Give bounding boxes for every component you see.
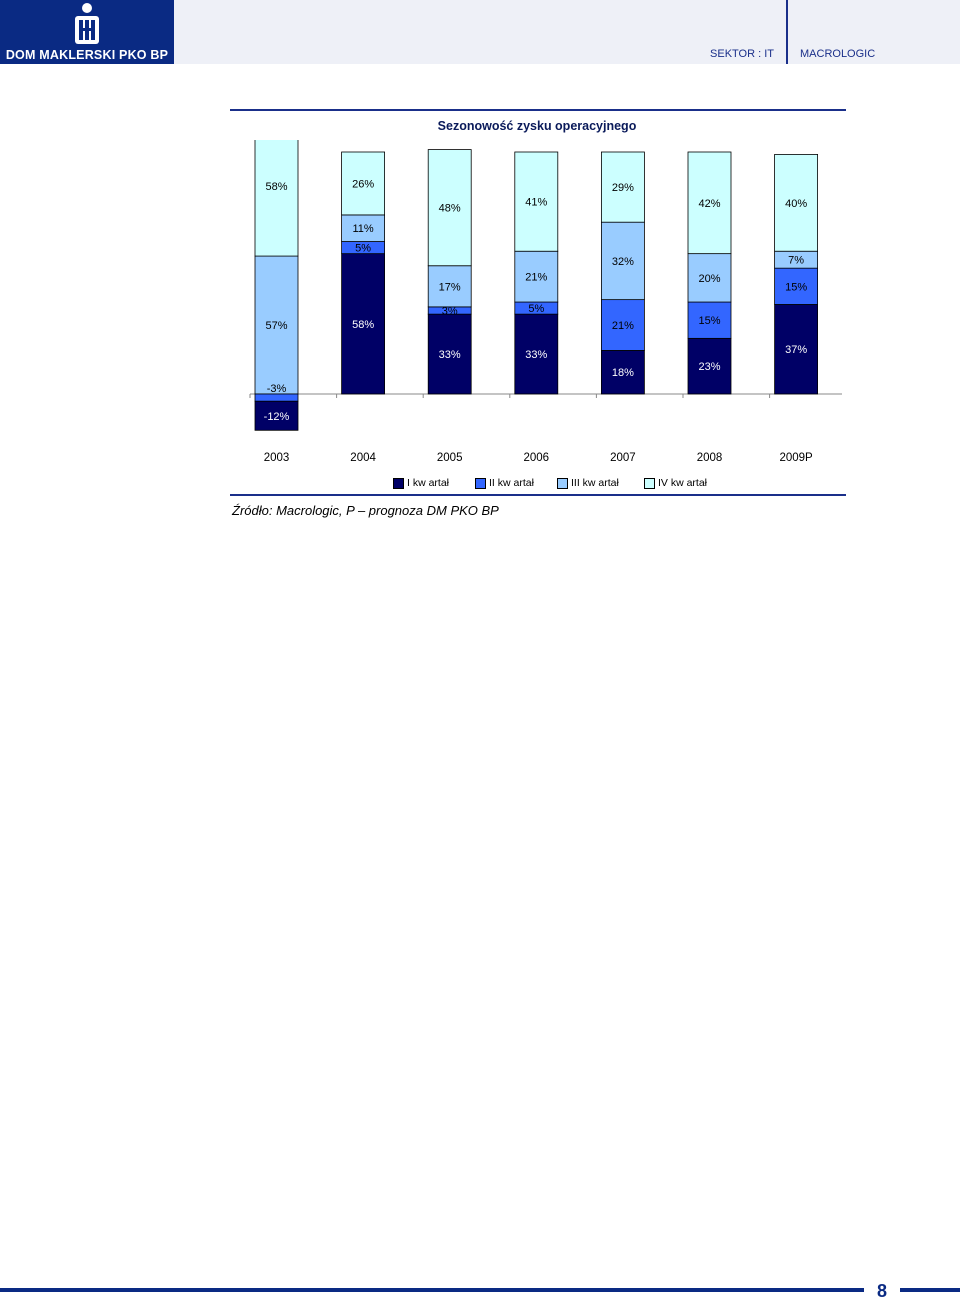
legend-swatch-q4 xyxy=(644,477,655,489)
sector-label: SEKTOR : IT xyxy=(710,48,774,60)
data-label: 29% xyxy=(612,182,634,194)
legend-swatch-q2 xyxy=(475,477,486,489)
data-label: 40% xyxy=(785,198,807,210)
data-label: 23% xyxy=(698,361,720,373)
bar-segment-2006-q1 xyxy=(514,313,559,395)
data-label: 15% xyxy=(698,315,720,327)
bar-segment-2006-q4 xyxy=(514,151,559,252)
bar-segment-2007-q2 xyxy=(600,299,645,351)
data-label: 5% xyxy=(355,243,371,255)
footer-line xyxy=(0,1288,960,1292)
bar-segment-2003-q4 xyxy=(254,140,299,257)
data-label: 21% xyxy=(612,320,634,332)
page-number: 8 xyxy=(876,1281,887,1301)
legend-label-q3: III kw artał xyxy=(571,477,619,489)
data-label: 7% xyxy=(788,255,804,267)
bar-segment-2003-q3 xyxy=(254,255,299,395)
x-tick-label: 2007 xyxy=(610,452,636,464)
data-label: 18% xyxy=(612,367,634,379)
bar-segment-2008-q4 xyxy=(687,151,732,255)
x-tick-label: 2004 xyxy=(350,452,376,464)
chart-top-rule xyxy=(230,109,846,111)
legend-swatch-q3 xyxy=(557,477,568,489)
bar-segment-2003-q1 xyxy=(254,400,299,431)
bar-segment-2004-q1 xyxy=(341,253,385,395)
bar-segment-2008-q1 xyxy=(687,337,732,395)
data-label: 3% xyxy=(442,306,458,318)
data-label: -12% xyxy=(264,411,290,423)
data-label: 33% xyxy=(525,349,547,361)
x-tick-label: 2009P xyxy=(779,452,813,464)
legend-item-q2: II kw artał xyxy=(475,477,534,489)
data-label: 32% xyxy=(612,256,634,268)
source-note: Źródło: Macrologic, P – prognoza DM PKO … xyxy=(232,503,499,518)
data-label: 58% xyxy=(352,319,374,331)
legend-item-q3: III kw artał xyxy=(557,477,619,489)
data-label: 42% xyxy=(698,198,720,210)
legend-label-q4: IV kw artał xyxy=(658,477,708,489)
data-label: 5% xyxy=(528,303,544,315)
data-label: 33% xyxy=(439,349,461,361)
bar-segment-2008-q2 xyxy=(687,301,732,339)
bar-segment-2007-q4 xyxy=(600,151,645,223)
pko-bp-logo-icon xyxy=(75,3,99,44)
brand-logo: DOM MAKLERSKI PKO BP xyxy=(0,0,174,64)
bar-segment-2009P-q4 xyxy=(774,154,818,252)
chart-bottom-rule xyxy=(230,494,846,496)
bar-segment-2005-q4 xyxy=(427,149,472,267)
legend-item-q4: IV kw artał xyxy=(644,477,707,489)
x-tick-label: 2005 xyxy=(437,452,463,464)
chart-title: Sezonowość zysku operacyjnego xyxy=(437,119,637,133)
data-label: 21% xyxy=(525,272,547,284)
x-tick-label: 2003 xyxy=(264,452,290,464)
bar-segment-2005-q1 xyxy=(427,313,472,395)
data-label: 17% xyxy=(439,281,461,293)
data-label: 41% xyxy=(525,197,547,209)
page-header: DOM MAKLERSKI PKO BP SEKTOR : IT MACROLO… xyxy=(0,0,960,64)
data-label: 11% xyxy=(352,223,373,235)
legend-swatch-q1 xyxy=(393,477,404,489)
data-label: 48% xyxy=(439,203,461,215)
brand-name: DOM MAKLERSKI PKO BP xyxy=(5,48,169,62)
bar-segment-2007-q1 xyxy=(600,350,645,395)
stacked-bar-chart: 57% 58% -3% -12% 2003 58% 5% 11% 26% 2004 33% 3% 17%… xyxy=(249,140,842,464)
page-number-background xyxy=(864,1280,900,1302)
data-label: 37% xyxy=(785,344,807,356)
data-label: -3% xyxy=(267,383,287,395)
company-label: MACROLOGIC xyxy=(800,48,876,60)
bar-segment-2006-q3 xyxy=(514,250,559,303)
data-label: 58% xyxy=(265,181,287,193)
header-divider xyxy=(786,0,788,64)
bar-segment-2008-q3 xyxy=(687,253,732,303)
data-label: 15% xyxy=(785,281,807,293)
legend-label-q1: I kw artał xyxy=(407,477,450,489)
bar-segment-2007-q3 xyxy=(600,221,645,301)
x-tick-label: 2008 xyxy=(697,452,723,464)
bar-segment-2004-q4 xyxy=(341,151,385,216)
x-tick-label: 2006 xyxy=(524,452,550,464)
data-label: 26% xyxy=(352,178,374,190)
data-label: 20% xyxy=(698,273,720,285)
legend-label-q2: II kw artał xyxy=(489,477,534,489)
legend-item-q1: I kw artał xyxy=(393,477,449,489)
bar-segment-2003-q2 xyxy=(254,393,299,402)
data-label: 57% xyxy=(265,320,287,332)
